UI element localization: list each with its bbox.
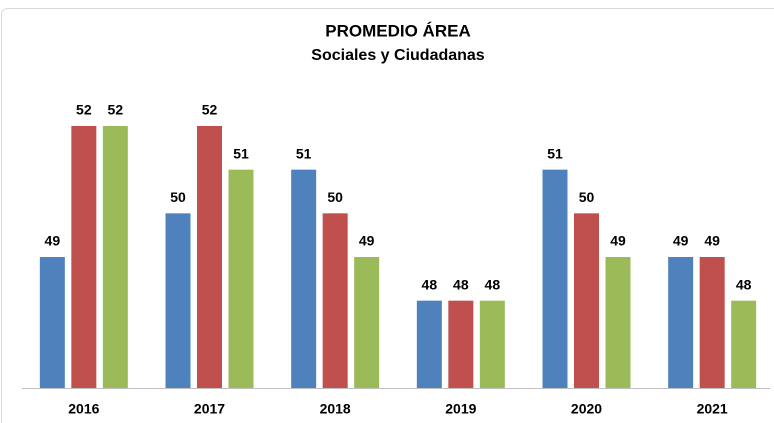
data-label: 49 [610,233,626,249]
bar [668,257,694,388]
bar [228,169,254,388]
data-label: 48 [453,276,469,292]
bar [479,300,505,388]
data-label: 52 [108,102,124,118]
data-label: 51 [233,145,249,161]
x-tick-label: 2019 [445,401,476,417]
data-label: 50 [327,189,343,205]
bar [542,169,568,388]
data-label: 49 [359,233,375,249]
data-label: 49 [673,233,689,249]
bar [71,126,97,388]
bar [197,126,222,388]
data-label: 48 [422,276,438,292]
data-label: 52 [76,102,92,118]
data-label: 48 [485,276,501,292]
x-tick-label: 2018 [320,401,351,417]
bar [291,169,317,388]
data-label: 49 [704,233,720,249]
x-tick-label: 2020 [571,401,602,417]
bar [448,300,474,388]
bar [416,300,442,388]
chart-subtitle: Sociales y Ciudadanas [311,47,485,64]
x-tick-label: 2016 [68,401,99,417]
bar [605,257,631,388]
bar [39,257,65,388]
bar [322,213,348,388]
data-label: 52 [202,102,218,118]
bar [102,126,128,388]
data-label: 51 [296,145,312,161]
chart-title: PROMEDIO ÁREA [325,21,470,40]
data-label: 49 [45,233,61,249]
bar [574,213,599,388]
data-label: 50 [170,189,186,205]
bar [165,213,191,388]
x-tick-label: 2021 [697,401,728,417]
bar [731,300,757,388]
data-label: 48 [736,276,752,292]
bar [699,257,725,388]
data-label: 51 [547,145,563,161]
data-label: 50 [579,189,595,205]
bar [354,257,380,388]
x-tick-label: 2017 [194,401,225,417]
